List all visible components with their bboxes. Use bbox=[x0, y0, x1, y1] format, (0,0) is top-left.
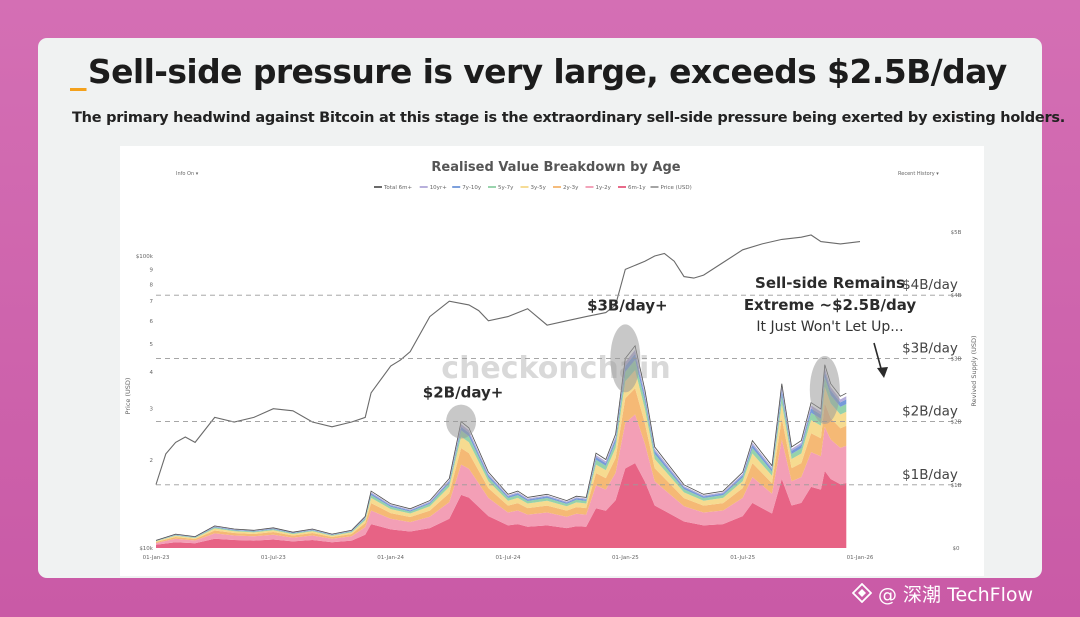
techflow-logo-icon bbox=[852, 583, 872, 603]
info-toggle[interactable]: Info On ▾ bbox=[176, 171, 199, 177]
chart-panel: checkonchain $4B/day $3B/day $2B/day $1B/da… bbox=[120, 146, 984, 576]
annotation-line: Extreme ~$2.5B/day bbox=[744, 296, 917, 314]
guide-label: $4B/day bbox=[902, 277, 958, 293]
total-6m-plus-line bbox=[155, 344, 847, 541]
chart-title: Realised Value Breakdown by Age bbox=[431, 160, 680, 175]
legend-item[interactable]: 7y-10y bbox=[462, 185, 482, 191]
y-tick-left: 8 bbox=[150, 282, 154, 288]
guide-label: $1B/day bbox=[902, 467, 958, 483]
legend-item[interactable]: 10yr+ bbox=[430, 185, 448, 191]
y-tick-right: $3B bbox=[951, 356, 962, 362]
annotation-arrow-head bbox=[877, 367, 888, 378]
legend-item[interactable]: 1y-2y bbox=[596, 185, 612, 191]
history-range-select[interactable]: Recent History ▾ bbox=[898, 171, 939, 177]
annotation-note: It Just Won't Let Up... bbox=[756, 319, 903, 335]
footer-brand-text: @ 深潮 TechFlow bbox=[878, 583, 1034, 606]
y-tick-right: $1B bbox=[951, 483, 962, 489]
realised-value-chart: checkonchain $4B/day$3B/day$2B/day$1B/da… bbox=[124, 160, 978, 561]
y-tick-left: 7 bbox=[150, 299, 154, 305]
y-tick-left: $10k bbox=[139, 546, 153, 552]
y-tick-right: $5B bbox=[951, 230, 962, 236]
age-band-6m-1y-area bbox=[156, 463, 847, 548]
legend-item[interactable]: Total 6m+ bbox=[383, 185, 412, 191]
y-tick-left: 2 bbox=[150, 458, 154, 464]
legend-item[interactable]: 2y-3y bbox=[563, 185, 579, 191]
x-tick-label: 01-Jan-25 bbox=[612, 555, 639, 561]
y-tick-right: $2B bbox=[951, 420, 962, 426]
highlight-label: $2B/day+ bbox=[423, 384, 504, 402]
annotation-arrow-line bbox=[873, 342, 883, 373]
x-tick-label: 01-Jan-24 bbox=[377, 555, 404, 561]
annotation-line: Sell-side Remains bbox=[755, 274, 905, 292]
highlight-3b-peak bbox=[610, 324, 641, 393]
age-band-1y-2y-area bbox=[156, 414, 847, 545]
x-tick-label: 01-Jul-23 bbox=[261, 555, 286, 561]
x-tick-label: 01-Jul-24 bbox=[496, 555, 521, 561]
footer-brand: @ 深潮 TechFlow bbox=[852, 580, 1033, 606]
legend-item[interactable]: Price (USD) bbox=[661, 185, 692, 191]
price-usd-line bbox=[155, 234, 861, 485]
y-axis-label-right: Revived Supply (USD) bbox=[970, 335, 978, 406]
headline: _Sell-side pressure is very large, excee… bbox=[70, 52, 1007, 91]
headline-accent: _ bbox=[70, 52, 87, 91]
y-tick-left: 6 bbox=[150, 319, 154, 325]
legend-item[interactable]: 6m-1y bbox=[628, 185, 646, 191]
x-tick-label: 01-Jan-26 bbox=[847, 555, 874, 561]
highlight-current-peak bbox=[809, 356, 840, 424]
y-tick-left: 5 bbox=[150, 342, 154, 348]
highlight-2b-peak bbox=[446, 404, 477, 439]
y-tick-left: 3 bbox=[150, 407, 154, 413]
legend-item[interactable]: 5y-7y bbox=[498, 185, 514, 191]
y-tick-right: $0 bbox=[953, 546, 960, 552]
highlight-label: $3B/day+ bbox=[587, 296, 668, 314]
y-tick-left: $100k bbox=[136, 254, 154, 260]
slide-card: _Sell-side pressure is very large, excee… bbox=[38, 38, 1065, 578]
y-tick-right: $4B bbox=[951, 293, 962, 299]
y-tick-left: 9 bbox=[150, 267, 154, 273]
x-tick-label: 01-Jan-23 bbox=[143, 555, 170, 561]
x-tick-label: 01-Jul-25 bbox=[730, 555, 755, 561]
legend-item[interactable]: 3y-5y bbox=[531, 185, 547, 191]
y-tick-left: 4 bbox=[150, 370, 154, 376]
y-axis-label-left: Price (USD) bbox=[124, 378, 132, 415]
subheadline: The primary headwind against Bitcoin at … bbox=[72, 110, 1066, 126]
guide-label: $3B/day bbox=[902, 340, 958, 356]
headline-text: Sell-side pressure is very large, exceed… bbox=[87, 52, 1007, 91]
guide-label: $2B/day bbox=[902, 404, 958, 420]
